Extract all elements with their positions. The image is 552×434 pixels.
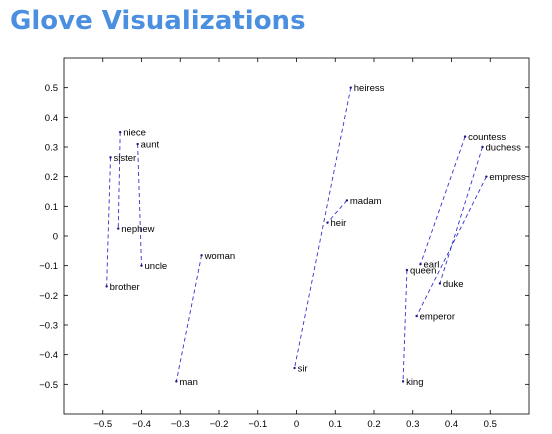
point-earl <box>419 262 422 266</box>
word-label-duke: duke <box>443 279 464 290</box>
point-nephew <box>117 227 120 230</box>
word-label-brother: brother <box>110 282 140 293</box>
y-tick-label: 0 <box>53 232 58 243</box>
word-label-uncle: uncle <box>145 261 168 272</box>
point-madam <box>345 199 349 202</box>
word-label-madam: madam <box>350 196 382 207</box>
point-woman <box>200 254 203 257</box>
point-duchess <box>481 145 484 149</box>
word-label-nephew: nephew <box>121 224 154 235</box>
pair-line-woman-man <box>175 255 203 382</box>
y-tick-label: −0.4 <box>39 350 58 361</box>
y-tick-label: 0.5 <box>45 83 58 94</box>
point-empress <box>485 175 488 178</box>
word-label-queen: queen <box>410 266 436 277</box>
word-label-king: king <box>406 377 423 388</box>
x-tick-label: 0.2 <box>367 419 380 430</box>
point-queen <box>405 268 409 272</box>
y-tick-label: −0.5 <box>39 380 58 391</box>
point-brother <box>105 285 108 288</box>
point-emperor <box>415 314 418 318</box>
point-niece <box>118 130 122 134</box>
word-label-sir: sir <box>298 364 308 375</box>
x-tick-label: −0.5 <box>93 419 112 430</box>
y-tick-label: 0.4 <box>45 113 58 124</box>
point-man <box>175 380 178 383</box>
point-uncle <box>140 264 143 267</box>
word-label-heiress: heiress <box>354 83 385 94</box>
pair-line-countess-earl <box>420 136 466 265</box>
slide-title: Glove Visualizations <box>10 6 306 36</box>
pair-line-niece-nephew <box>117 132 121 229</box>
word-label-aunt: aunt <box>141 140 160 151</box>
point-heiress <box>349 86 352 89</box>
point-aunt <box>136 142 139 146</box>
point-sister <box>109 156 112 159</box>
axes-box <box>63 57 530 415</box>
word-label-countess: countess <box>468 132 506 143</box>
pair-line-madam-heir <box>327 200 348 223</box>
y-tick-label: −0.1 <box>39 261 58 272</box>
y-tick-label: −0.3 <box>39 321 58 332</box>
x-tick-label: 0.4 <box>445 419 458 430</box>
x-tick-label: −0.4 <box>132 419 151 430</box>
points-layer <box>105 86 488 383</box>
word-label-earl: earl <box>424 260 440 271</box>
pair-lines <box>106 87 487 382</box>
word-label-emperor: emperor <box>420 312 455 323</box>
y-tick-label: −0.2 <box>39 291 58 302</box>
pair-line-duchess-duke <box>439 146 483 284</box>
x-tick-label: 0.1 <box>329 419 342 430</box>
x-tick-label: 0.5 <box>484 419 497 430</box>
pair-line-sister-brother <box>106 157 111 287</box>
x-axis-ticks: −0.5 −0.4 −0.3 −0.2 −0.1 0 0.1 0.2 0.3 0.4 0.5 <box>93 58 497 430</box>
word-label-niece: niece <box>123 128 146 139</box>
word-label-heir: heir <box>331 218 347 229</box>
x-tick-label: −0.3 <box>171 419 190 430</box>
x-tick-label: 0.3 <box>406 419 419 430</box>
pair-line-queen-king <box>402 270 408 382</box>
point-sir <box>293 366 296 370</box>
pair-line-aunt-uncle <box>137 144 142 266</box>
pair-line-empress-emperor <box>416 176 487 317</box>
word-label-sister: sister <box>114 153 137 164</box>
word-label-empress: empress <box>489 172 526 183</box>
y-tick-label: 0.1 <box>45 202 58 213</box>
point-duke <box>438 282 442 285</box>
point-heir <box>326 221 329 224</box>
y-tick-label: 0.2 <box>45 172 58 183</box>
x-tick-label: −0.2 <box>210 419 229 430</box>
word-label-duchess: duchess <box>486 143 522 154</box>
y-axis-ticks: −0.5 −0.4 −0.3 −0.2 −0.1 0 0.1 0.2 0.3 0.4 0.5 <box>39 83 529 391</box>
y-tick-label: 0.3 <box>45 143 58 154</box>
x-tick-label: 0 <box>294 419 299 430</box>
pair-line-heiress-sir <box>294 87 352 369</box>
word-label-woman: woman <box>204 251 236 262</box>
point-countess <box>463 135 467 138</box>
x-tick-label: −0.1 <box>248 419 267 430</box>
point-king <box>401 380 405 383</box>
word-label-man: man <box>179 377 197 388</box>
